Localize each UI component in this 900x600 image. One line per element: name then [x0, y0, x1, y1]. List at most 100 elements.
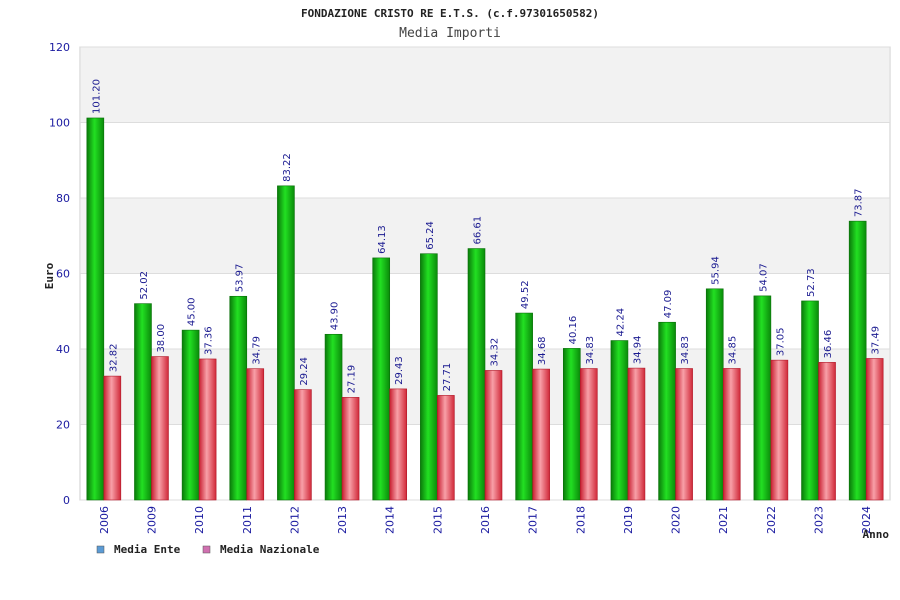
- data-label: 34.79: [251, 336, 262, 365]
- data-label: 64.13: [377, 225, 388, 254]
- data-label: 40.16: [568, 316, 579, 345]
- legend-label-media-nazionale: Media Nazionale: [220, 543, 320, 556]
- legend: Media Ente Media Nazionale: [96, 543, 320, 556]
- bar-media-ente: [610, 340, 629, 501]
- data-label: 45.00: [187, 297, 198, 326]
- data-label: 43.90: [330, 302, 341, 331]
- bar-media-nazionale: [341, 397, 360, 501]
- bar-media-nazionale: [389, 388, 408, 501]
- y-tick-label: 0: [63, 494, 70, 507]
- bar-media-nazionale: [246, 368, 265, 501]
- bar-media-ente: [229, 295, 248, 501]
- bar-media-ente: [277, 185, 295, 501]
- data-label: 83.22: [282, 153, 293, 182]
- data-label: 37.36: [204, 326, 215, 355]
- data-label: 27.71: [442, 363, 453, 392]
- chart-subtitle: Media Importi: [399, 26, 501, 41]
- y-tick-label: 40: [56, 343, 70, 356]
- data-label: 27.19: [347, 365, 358, 394]
- bar-media-nazionale: [865, 358, 884, 501]
- data-label: 52.73: [806, 268, 817, 297]
- bar-media-nazionale: [103, 375, 122, 501]
- y-tick-label: 20: [56, 419, 70, 432]
- bar-media-ente: [467, 248, 486, 501]
- bar-media-nazionale: [722, 368, 741, 501]
- data-label: 53.97: [234, 264, 245, 293]
- bar-media-ente: [562, 348, 581, 501]
- data-label: 29.24: [299, 357, 310, 386]
- bar-media-ente: [420, 253, 438, 501]
- chart-title: FONDAZIONE CRISTO RE E.T.S. (c.f.9730165…: [301, 7, 599, 20]
- bar-media-nazionale: [579, 368, 598, 501]
- data-label: 65.24: [425, 221, 436, 250]
- y-tick-label: 120: [49, 41, 70, 54]
- bars: [86, 117, 884, 501]
- bar-media-ente: [86, 117, 105, 501]
- bar-media-nazionale: [198, 358, 217, 501]
- x-tick-label: 2022: [765, 506, 778, 534]
- x-tick-label: 2015: [431, 506, 444, 534]
- y-axis-label: Euro: [43, 262, 56, 289]
- x-tick-label: 2018: [574, 506, 587, 534]
- y-tick-label: 60: [56, 268, 70, 281]
- bar-media-nazionale: [627, 367, 646, 501]
- data-label: 34.85: [728, 336, 739, 365]
- data-label: 34.83: [680, 336, 691, 365]
- data-label: 37.49: [871, 326, 882, 355]
- legend-swatch-media-ente: [96, 545, 105, 554]
- bar-media-nazionale: [675, 368, 693, 501]
- bar-media-ente: [848, 220, 867, 501]
- x-tick-label: 2016: [479, 506, 492, 534]
- x-tick-label: 2021: [717, 506, 730, 534]
- data-label: 55.94: [711, 256, 722, 285]
- bar-media-ente: [515, 312, 533, 501]
- bar-media-ente: [372, 257, 391, 501]
- grid-band: [81, 47, 889, 123]
- data-label: 73.87: [854, 189, 865, 218]
- data-label: 42.24: [615, 308, 626, 337]
- bar-media-nazionale: [532, 368, 550, 501]
- y-axis-ticks: 0 20 40 60 80 100 120: [49, 41, 70, 507]
- data-label: 34.68: [537, 336, 548, 365]
- x-tick-label: 2019: [622, 506, 635, 534]
- data-label: 34.94: [632, 335, 643, 364]
- x-tick-label: 2006: [98, 506, 111, 534]
- bar-media-ente: [801, 300, 819, 501]
- bar-media-nazionale: [437, 395, 455, 501]
- data-label: 49.52: [520, 280, 531, 309]
- data-label: 47.09: [663, 290, 674, 319]
- bar-media-nazionale: [818, 362, 836, 501]
- data-label: 29.43: [394, 356, 405, 385]
- x-tick-label: 2014: [384, 506, 397, 534]
- bar-media-nazionale: [770, 359, 789, 501]
- x-tick-label: 2009: [145, 506, 158, 534]
- data-labels: 101.20 32.82 52.02 38.00 45.00 37.36 53.97 34.7…: [91, 79, 881, 393]
- y-tick-label: 80: [56, 192, 70, 205]
- legend-swatch-media-nazionale: [202, 545, 211, 554]
- data-label: 101.20: [91, 79, 102, 114]
- x-axis-ticks: 2006 2009 2010 2011 2012 2013 2014 2015 2016 2017…: [98, 506, 873, 534]
- bar-media-nazionale: [484, 370, 503, 501]
- x-tick-label: 2012: [288, 506, 301, 534]
- bar-media-ente: [324, 333, 343, 501]
- x-tick-label: 2020: [670, 506, 683, 534]
- data-label: 52.02: [139, 271, 150, 300]
- data-label: 36.46: [823, 330, 834, 359]
- bar-media-nazionale: [151, 356, 169, 501]
- bar-media-ente: [705, 288, 724, 501]
- bar-media-ente: [134, 303, 152, 501]
- bar-media-nazionale: [294, 389, 312, 501]
- x-tick-label: 2023: [813, 506, 826, 534]
- bar-media-ente: [753, 295, 772, 501]
- x-tick-label: 2013: [336, 506, 349, 534]
- data-label: 34.83: [585, 336, 596, 365]
- x-axis-label: Anno: [863, 528, 890, 541]
- legend-label-media-ente: Media Ente: [114, 543, 181, 556]
- data-label: 37.05: [775, 327, 786, 356]
- bar-media-ente: [658, 321, 676, 501]
- data-label: 54.07: [758, 263, 769, 292]
- y-tick-label: 100: [49, 117, 70, 130]
- x-tick-label: 2010: [193, 506, 206, 534]
- data-label: 32.82: [108, 343, 119, 372]
